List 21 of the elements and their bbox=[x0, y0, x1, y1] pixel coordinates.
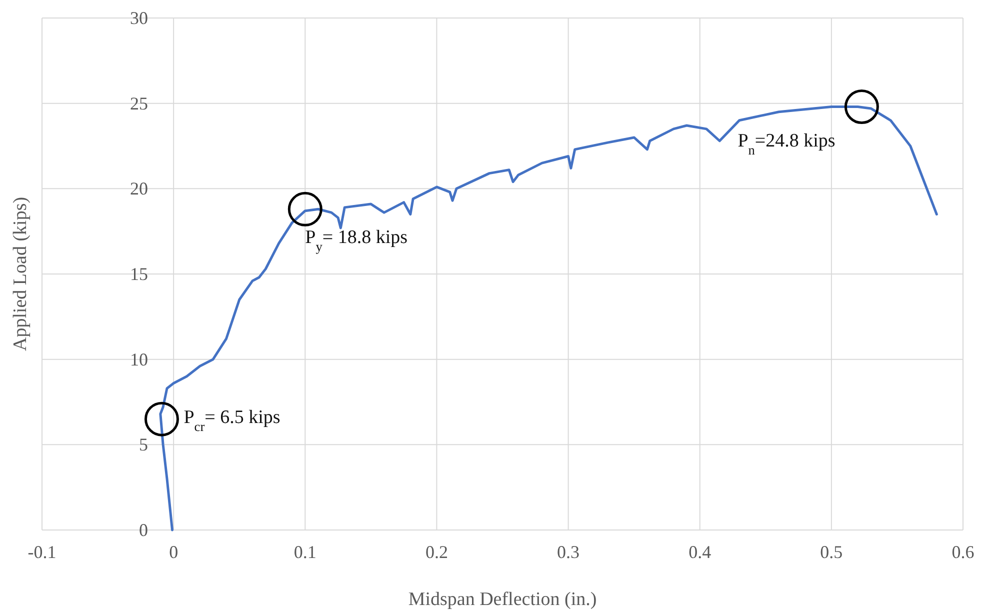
y-tick-label: 15 bbox=[130, 264, 148, 284]
x-axis-title: Midspan Deflection (in.) bbox=[408, 589, 597, 610]
y-axis-title: Applied Load (kips) bbox=[10, 196, 31, 352]
y-tick-label: 20 bbox=[130, 178, 148, 199]
x-tick-label: 0.1 bbox=[294, 542, 316, 562]
x-tick-label: 0 bbox=[169, 542, 178, 562]
x-tick-label: 0.2 bbox=[425, 542, 448, 562]
y-tick-label: 30 bbox=[130, 8, 148, 28]
y-tick-label: 25 bbox=[130, 93, 148, 114]
y-tick-label: 10 bbox=[130, 349, 148, 370]
annotation: P$_{y}$= 18.8 kips bbox=[305, 227, 408, 254]
x-tick-label: -0.1 bbox=[28, 542, 56, 562]
y-tick-label: 0 bbox=[139, 520, 148, 540]
line-series bbox=[159, 105, 938, 532]
x-tick-label: 0.3 bbox=[557, 542, 580, 562]
annotation: P$_{n}$=24.8 kips bbox=[738, 130, 836, 158]
x-tick-label: 0.4 bbox=[688, 542, 712, 562]
x-tick-label: 0.5 bbox=[820, 542, 843, 562]
annotation: P$_{cr}$= 6.5 kips bbox=[184, 407, 280, 434]
x-tick-label: 0.6 bbox=[952, 542, 974, 562]
y-tick-label: 5 bbox=[139, 434, 148, 455]
